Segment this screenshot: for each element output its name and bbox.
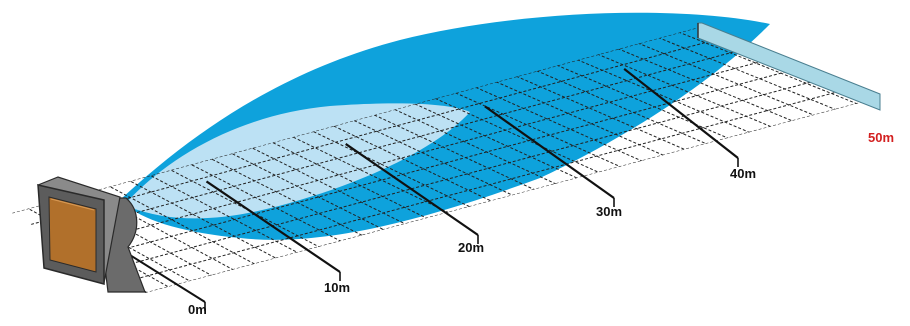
distance-marker-line <box>345 143 479 236</box>
grid-line-crosswise <box>578 45 779 131</box>
target-bar-icon <box>697 22 881 111</box>
grid-line-crosswise <box>396 95 585 182</box>
grid-line-crosswise <box>477 73 671 159</box>
grid-line-crosswise <box>315 117 499 205</box>
grid-line-crosswise <box>133 166 305 257</box>
grid-line-crosswise <box>558 51 757 136</box>
grid-line-crosswise <box>416 89 606 177</box>
grid-line-crosswise <box>234 138 412 228</box>
grid-line-crosswise <box>254 133 434 222</box>
grid-line-lengthwise <box>87 67 802 260</box>
distance-label-0m: 0m <box>188 302 207 317</box>
grid-line-crosswise <box>113 171 283 263</box>
sensor-lens-highlight <box>50 198 95 211</box>
grid-line-crosswise <box>295 122 477 211</box>
distance-label-30m: 30m <box>596 204 622 219</box>
distance-label-50m: 50m <box>868 130 894 145</box>
grid-line-crosswise <box>153 160 326 251</box>
floor-grid <box>12 27 878 293</box>
distance-marker-line <box>484 105 615 199</box>
distance-label-40m: 40m <box>730 166 756 181</box>
grid-line-crosswise <box>173 155 348 245</box>
grid-line-crosswise <box>376 100 563 188</box>
grid-line-crosswise <box>275 127 456 217</box>
grid-line-crosswise <box>538 56 736 142</box>
distance-label-10m: 10m <box>324 280 350 295</box>
grid-line-lengthwise <box>125 87 853 283</box>
grid-line-crosswise <box>92 177 262 268</box>
grid-line-lengthwise <box>144 97 878 293</box>
grid-line-crosswise <box>497 67 693 154</box>
grid-line-crosswise <box>639 29 844 113</box>
grid-line-crosswise <box>356 106 542 194</box>
distance-label-20m: 20m <box>458 240 484 255</box>
grid-line-lengthwise <box>49 46 751 237</box>
sensor-icon <box>37 176 146 293</box>
grid-line-lengthwise <box>106 77 828 271</box>
grid-line-crosswise <box>517 62 714 148</box>
grid-line-crosswise <box>659 27 865 108</box>
grid-line-crosswise <box>598 40 800 125</box>
grid-line-crosswise <box>335 111 520 199</box>
distance-markers <box>70 67 739 311</box>
grid-line-crosswise <box>214 144 391 234</box>
grid-line-lengthwise <box>12 27 701 214</box>
grid-line-crosswise <box>194 149 369 240</box>
grid-line-crosswise <box>619 34 822 119</box>
sensor-lens <box>48 196 97 273</box>
near-detection-zone <box>124 103 470 219</box>
distance-marker-line <box>205 180 341 273</box>
distance-marker-line <box>623 67 739 159</box>
